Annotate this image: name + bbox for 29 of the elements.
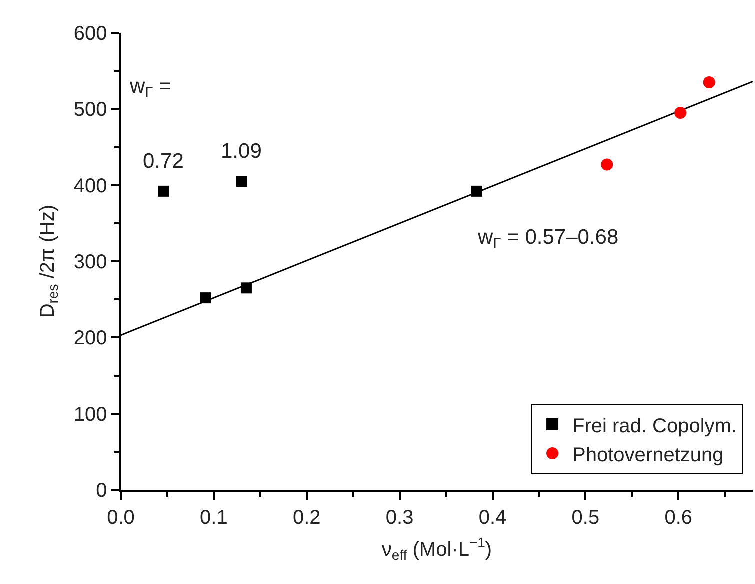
y-tick-label: 300 (74, 252, 108, 274)
annotation: w$_{Γ}$ = (129, 75, 172, 102)
y-tick-label: 600 (74, 23, 108, 45)
point (471, 186, 482, 197)
y-tick-label: 0 (96, 480, 108, 502)
x-tick-label: 0.0 (107, 506, 135, 529)
legend-label: Photovernetzung (572, 444, 724, 466)
point (200, 292, 212, 304)
x-tick-label: 0.6 (664, 506, 693, 529)
point (236, 176, 248, 188)
y-tick-label: 200 (74, 328, 108, 350)
annotation: 0.72 (143, 150, 184, 173)
x-tick-label: 0.1 (200, 506, 228, 529)
annotation: w$_{Γ}$ = 0.57–0.68 (477, 226, 619, 252)
legend-label: Frei rad. Copolym. (572, 415, 738, 438)
point (674, 106, 687, 119)
x-tick-label: 0.5 (572, 506, 600, 529)
point (601, 158, 614, 171)
x-axis-title: ν$_{eff}$ (Mol·L$^{−1}$) (382, 534, 492, 563)
annotation: 1.09 (221, 140, 262, 163)
y-tick-label: 500 (74, 99, 108, 122)
y-tick-label: 400 (74, 175, 108, 198)
point (240, 282, 252, 294)
point (158, 186, 170, 197)
point (703, 76, 716, 89)
x-tick-label: 0.3 (386, 506, 414, 529)
x-tick-label: 0.2 (292, 506, 321, 529)
y-tick-label: 100 (74, 404, 108, 426)
x-tick-label: 0.4 (478, 506, 507, 529)
